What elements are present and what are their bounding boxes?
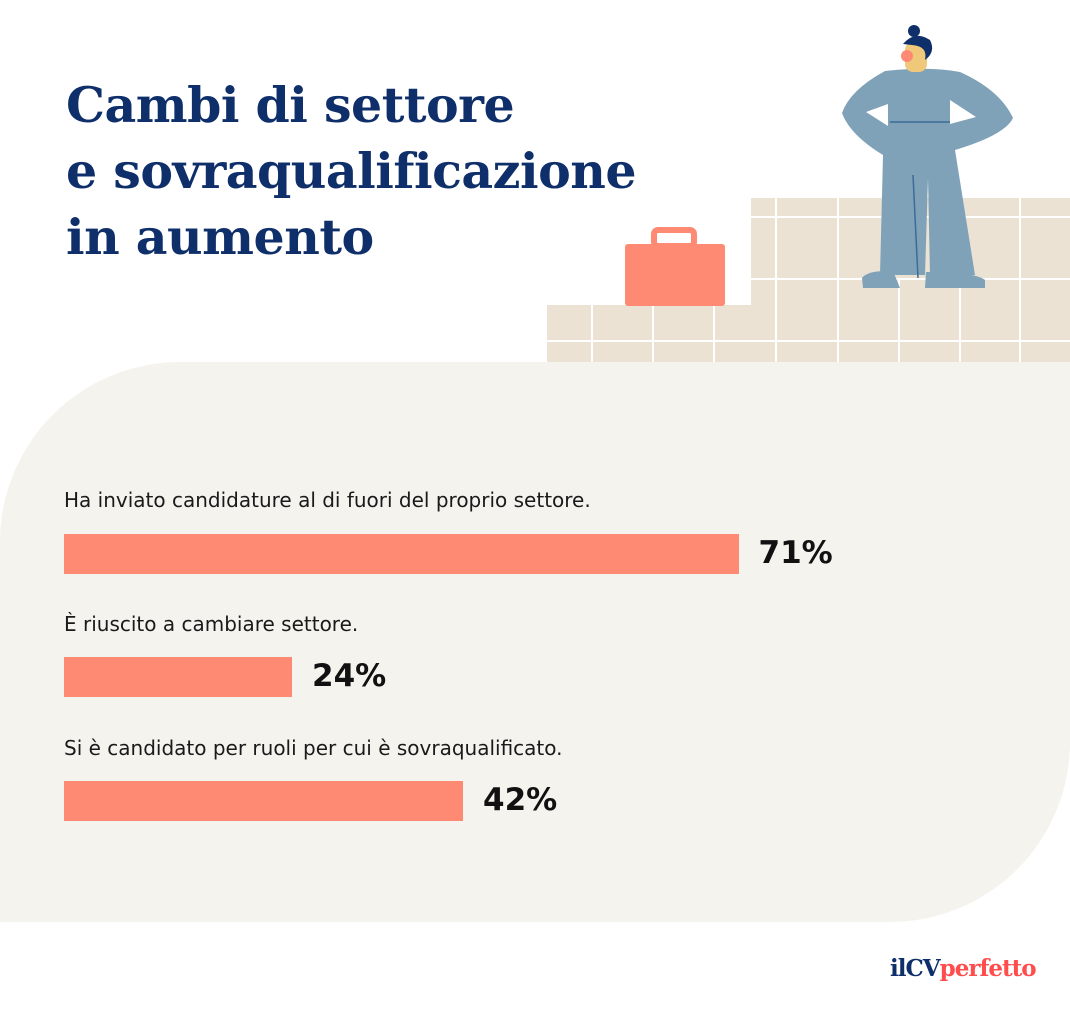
title-line: Cambi di settore	[66, 76, 515, 134]
bar	[64, 657, 292, 697]
briefcase-icon	[625, 227, 725, 306]
value-label: 24%	[312, 658, 387, 694]
logo-part: perfetto	[939, 955, 1037, 982]
bar-label: È riuscito a cambiare settore.	[64, 612, 359, 636]
bar-label: Si è candidato per ruoli per cui è sovra…	[64, 736, 563, 760]
value-label: 71%	[758, 535, 833, 571]
title-line: e sovraqualificazione	[66, 142, 637, 200]
chart-panel	[0, 362, 1070, 922]
value-label: 42%	[483, 782, 558, 818]
logo: ilCVperfetto	[890, 955, 1037, 982]
bar	[64, 534, 739, 574]
title-line: in aumento	[66, 208, 374, 266]
logo-part: ilCV	[890, 955, 941, 982]
page-title: Cambi di settore e sovraqualificazione i…	[66, 72, 637, 270]
bar-label: Ha inviato candidature al di fuori del p…	[64, 488, 591, 512]
bar	[64, 781, 463, 821]
illustration-stairs-person	[547, 25, 1070, 362]
person-figure	[842, 25, 1013, 288]
